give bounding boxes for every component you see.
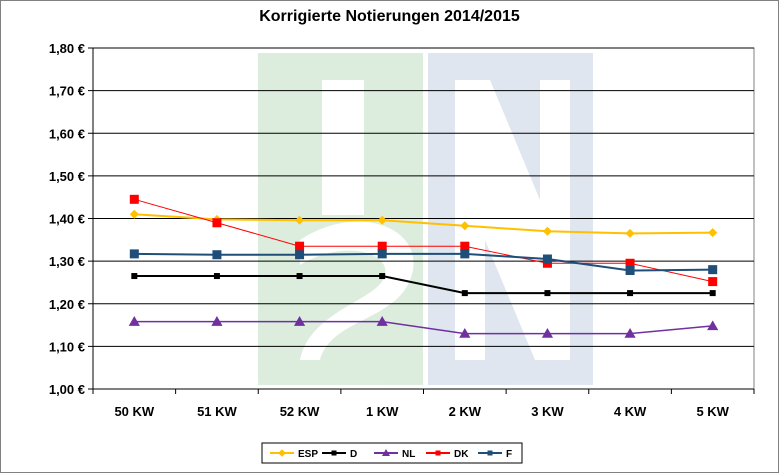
legend-swatch-marker xyxy=(382,449,390,456)
x-tick-label: 50 KW xyxy=(114,404,154,419)
watermark-letter-i xyxy=(322,80,364,215)
series-line-d xyxy=(134,275,713,295)
data-point-dk xyxy=(708,277,718,287)
data-point-esp xyxy=(460,221,470,231)
data-point-f xyxy=(542,254,552,264)
y-tick-label: 1,50 € xyxy=(49,169,85,184)
data-point-nl xyxy=(459,327,471,338)
data-point-d xyxy=(296,273,303,280)
data-point-d xyxy=(379,273,386,280)
x-tick-label: 52 KW xyxy=(280,404,320,419)
series-line-dk xyxy=(134,198,713,283)
series-f xyxy=(129,249,718,276)
watermark-letter-n xyxy=(455,80,570,360)
data-point-esp xyxy=(129,209,139,219)
y-tick-label: 1,20 € xyxy=(49,297,85,312)
legend-label: D xyxy=(350,449,357,460)
legend-item-nl: NL xyxy=(374,449,415,460)
data-point-f xyxy=(708,265,718,275)
data-point-nl xyxy=(541,327,554,338)
y-tick-label: 1,10 € xyxy=(49,339,85,354)
x-tick-label: 2 KW xyxy=(449,404,482,419)
series-d xyxy=(131,273,716,297)
data-point-esp xyxy=(708,228,718,238)
data-point-f xyxy=(295,250,305,260)
data-point-d xyxy=(131,273,138,280)
data-point-f xyxy=(212,250,222,260)
data-point-dk xyxy=(295,241,305,251)
y-tick-label: 1,30 € xyxy=(49,254,85,269)
legend-item-d: D xyxy=(322,449,357,460)
data-point-esp xyxy=(542,226,552,236)
legend-label: NL xyxy=(402,449,415,460)
legend-label: ESP xyxy=(298,449,318,460)
data-point-dk xyxy=(212,218,222,228)
data-point-nl xyxy=(128,316,140,326)
data-point-esp xyxy=(295,215,305,225)
data-point-d xyxy=(627,290,634,297)
legend: ESP D NL DK F xyxy=(261,442,523,464)
data-point-d xyxy=(213,273,220,280)
y-tick-label: 1,00 € xyxy=(49,382,85,397)
legend-label: F xyxy=(506,449,512,460)
data-point-nl xyxy=(624,327,636,338)
legend-item-esp: ESP xyxy=(270,449,318,460)
data-point-dk xyxy=(460,241,470,251)
legend-swatch-marker xyxy=(435,450,441,456)
series-line-esp xyxy=(134,213,713,235)
x-tick-label: 51 KW xyxy=(197,404,237,419)
data-point-d xyxy=(709,290,716,297)
chart-title: Korrigierte Notierungen 2014/2015 xyxy=(259,8,520,25)
y-tick-label: 1,40 € xyxy=(49,212,85,227)
legend-swatch-marker xyxy=(331,450,337,456)
series-line-nl xyxy=(134,320,713,335)
series-esp xyxy=(129,209,718,238)
data-point-nl xyxy=(376,316,388,326)
data-point-esp xyxy=(377,215,387,225)
y-tick-label: 1,70 € xyxy=(49,84,85,99)
x-tick-label: 4 KW xyxy=(614,404,647,419)
data-point-f xyxy=(460,249,470,259)
axes: 1,00 € 1,10 € 1,20 € 1,30 € 1,40 € 1,50 € 1,60… xyxy=(49,41,755,419)
data-point-esp xyxy=(625,228,635,238)
legend-label: DK xyxy=(454,449,469,460)
data-point-nl xyxy=(211,316,223,326)
legend-swatch-marker xyxy=(487,450,493,456)
data-point-dk xyxy=(625,258,635,268)
data-point-f xyxy=(377,249,387,259)
data-point-f xyxy=(625,266,635,276)
legend-item-dk: DK xyxy=(426,449,469,460)
y-tick-label: 1,60 € xyxy=(49,126,85,141)
series-nl xyxy=(128,316,719,338)
data-point-nl xyxy=(707,320,719,331)
x-tick-label: 3 KW xyxy=(531,404,564,419)
legend-swatch-marker xyxy=(278,449,286,457)
y-tick-label: 1,80 € xyxy=(49,41,85,56)
data-point-dk xyxy=(377,241,387,251)
data-point-d xyxy=(461,290,468,297)
data-point-dk xyxy=(129,194,139,204)
x-tick-label: 1 KW xyxy=(366,404,399,419)
legend-item-f: F xyxy=(478,449,512,460)
series-line-f xyxy=(134,252,713,272)
data-point-f xyxy=(129,249,139,259)
x-tick-label: 5 KW xyxy=(696,404,729,419)
data-point-nl xyxy=(293,316,306,326)
data-point-d xyxy=(544,290,551,297)
series-lines xyxy=(128,194,719,338)
